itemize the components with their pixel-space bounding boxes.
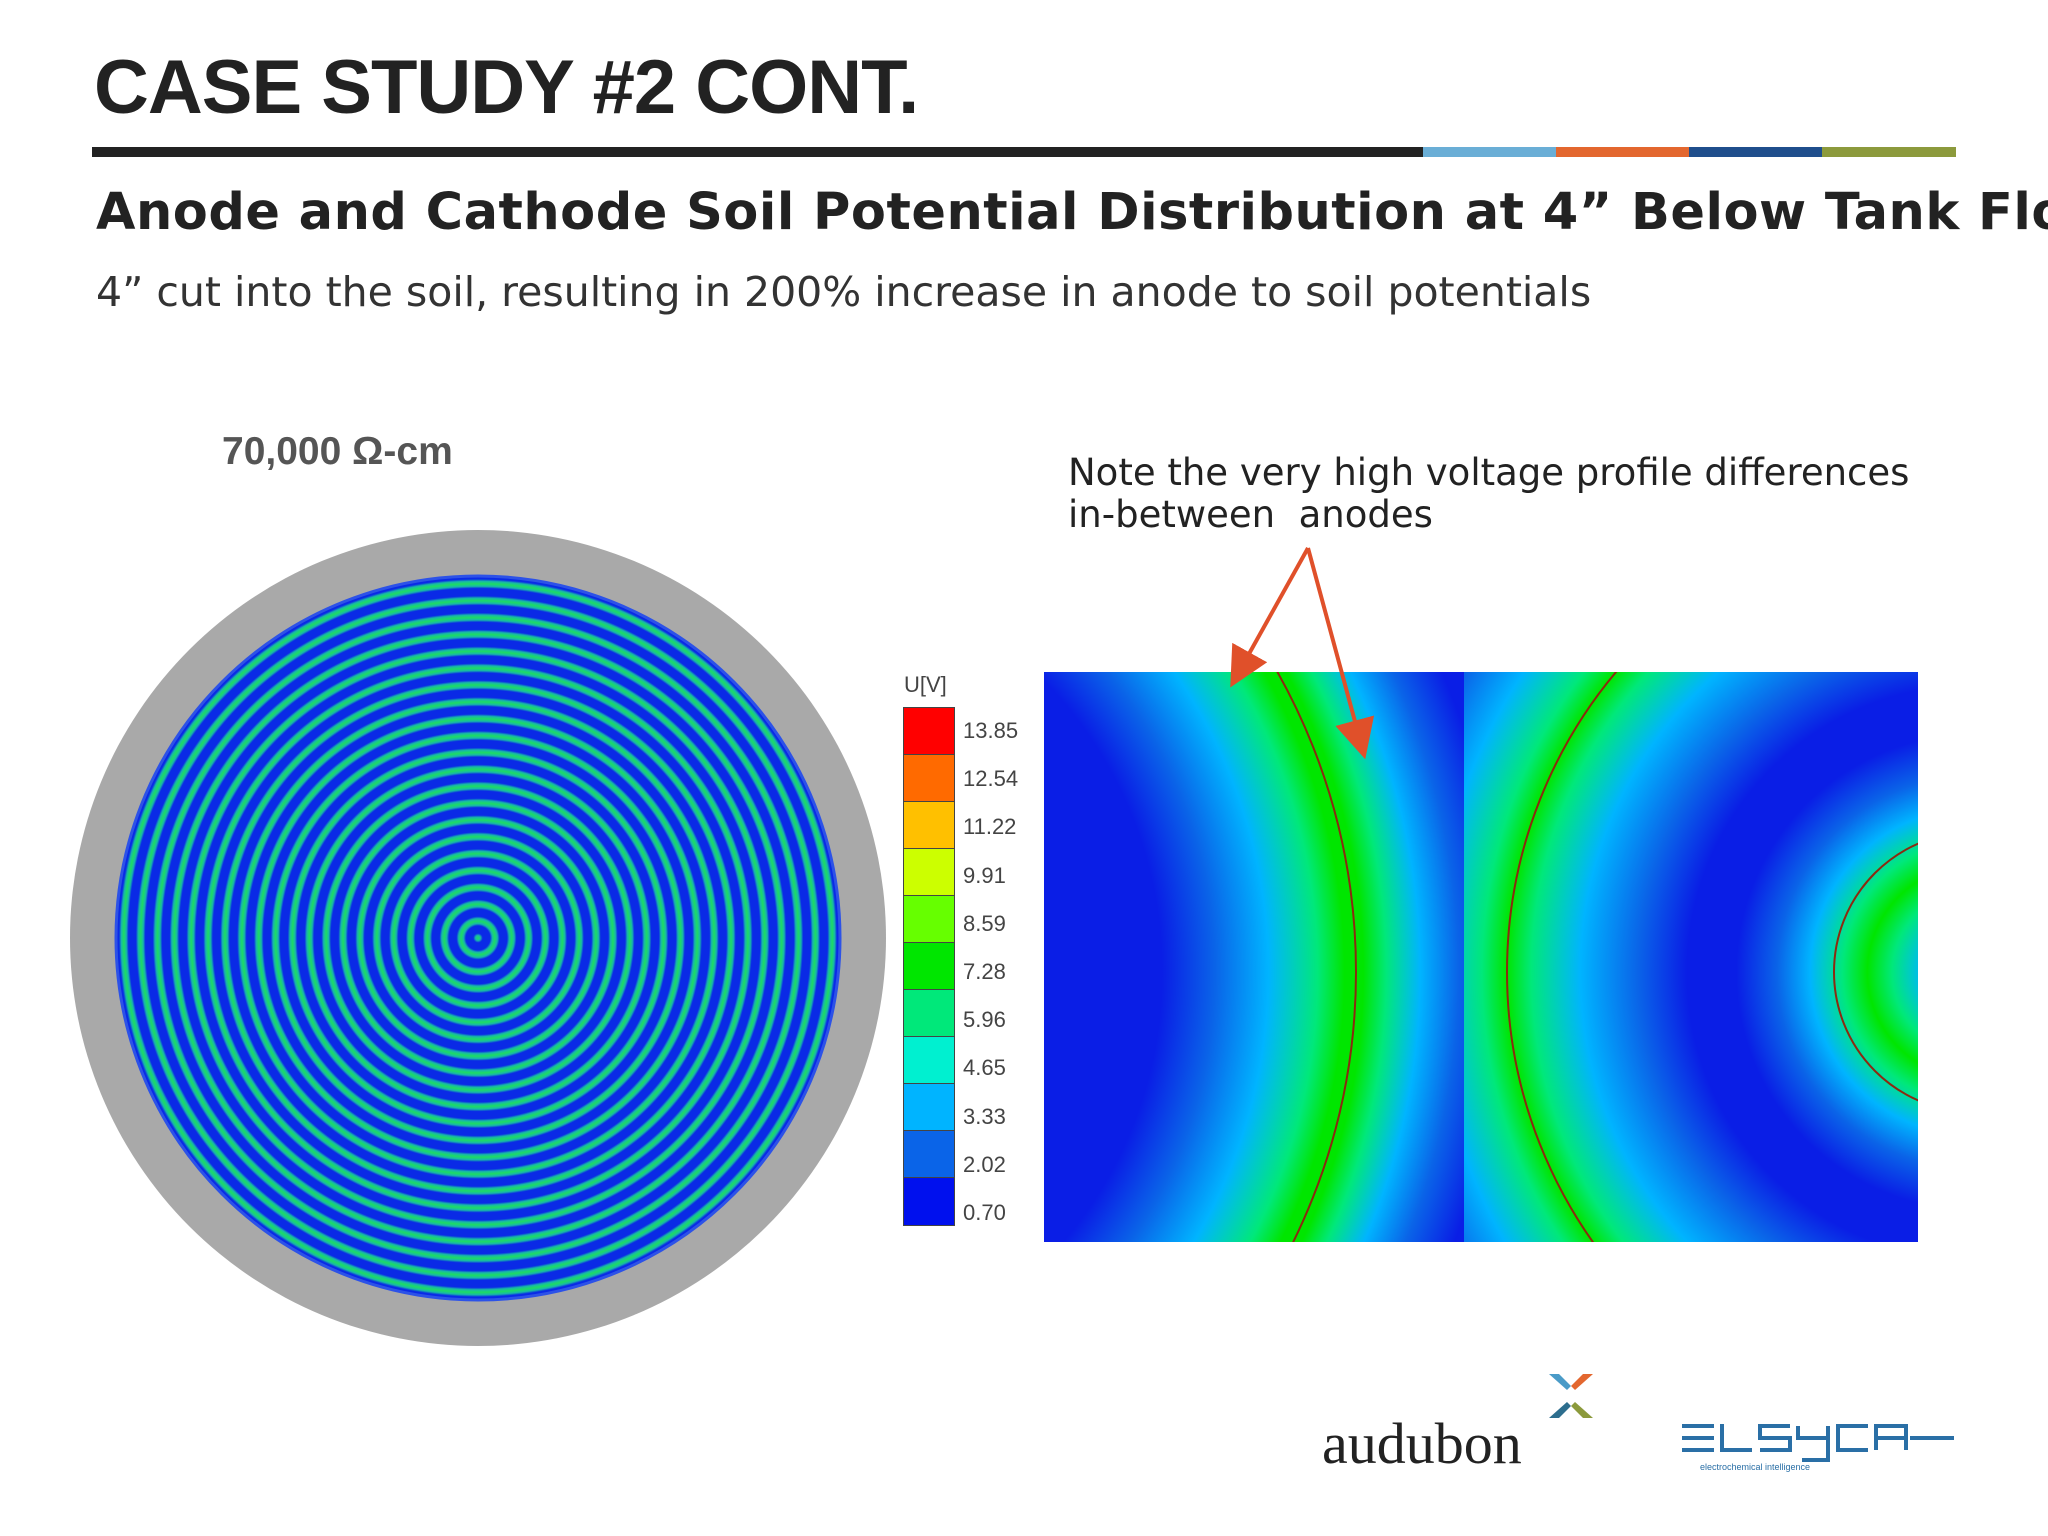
legend-swatch [904, 1084, 954, 1131]
legend-swatch [904, 849, 954, 896]
zoomed-potential-map [1044, 672, 1918, 1242]
elsyca-logo [1682, 1424, 1954, 1462]
legend-title: U[V] [904, 672, 947, 697]
legend-label: 9.91 [963, 862, 1006, 888]
tank-floor-potential-map [70, 530, 886, 1346]
legend-swatch [904, 1131, 954, 1178]
tank-contour-rings [116, 576, 840, 1300]
legend-swatch [904, 943, 954, 990]
color-legend [903, 707, 955, 1226]
legend-label: 2.02 [963, 1151, 1006, 1177]
rule-segment-dark [92, 147, 1423, 157]
annotation-arrows [1230, 547, 1375, 760]
legend-label: 0.70 [963, 1199, 1006, 1225]
anode-line-right [1833, 842, 1918, 1102]
legend-swatch [904, 990, 954, 1037]
rule-segment-orange [1556, 147, 1689, 157]
anode-line-left [1276, 672, 1357, 1242]
rule-segment-lightblue [1423, 147, 1556, 157]
legend-swatch [904, 802, 954, 849]
legend-swatch [904, 1037, 954, 1084]
rule-segment-olive [1822, 147, 1956, 157]
elsyca-tagline: electrochemical intelligence [1700, 1462, 1811, 1472]
rule-segment-navy [1689, 147, 1822, 157]
legend-label: 7.28 [963, 958, 1006, 984]
arrow-to-gap [1306, 547, 1375, 760]
audubon-x-mark-icon [1549, 1374, 1593, 1418]
legend-label: 4.65 [963, 1055, 1006, 1081]
annotation-note: Note the very high voltage profile diffe… [1068, 451, 1910, 536]
legend-label: 13.85 [963, 718, 1019, 743]
audubon-logo-text: audubon [1322, 1411, 1522, 1476]
legend-label: 12.54 [963, 766, 1019, 792]
slide-title: CASE STUDY #2 CONT. [94, 45, 919, 130]
legend-swatch [904, 708, 954, 755]
arrow-to-left-anode [1230, 547, 1310, 688]
slide-subtitle: Anode and Cathode Soil Potential Distrib… [96, 183, 2048, 242]
legend-labels: 13.85 12.54 11.22 9.91 8.59 7.28 5.96 4.… [963, 707, 1018, 1237]
anode-line-middle [1506, 672, 1618, 1242]
legend-label: 3.33 [963, 1103, 1006, 1129]
legend-label: 5.96 [963, 1007, 1006, 1033]
legend-label: 8.59 [963, 910, 1006, 936]
legend-swatch [904, 1178, 954, 1225]
slide-description: 4” cut into the soil, resulting in 200% … [96, 268, 1592, 316]
legend-swatch [904, 755, 954, 802]
legend-label: 11.22 [963, 814, 1017, 840]
legend-swatch [904, 896, 954, 943]
zoomed-map-left-anode-field [1044, 672, 1464, 1242]
title-divider [92, 147, 1956, 157]
resistivity-label: 70,000 Ω-cm [222, 430, 453, 473]
